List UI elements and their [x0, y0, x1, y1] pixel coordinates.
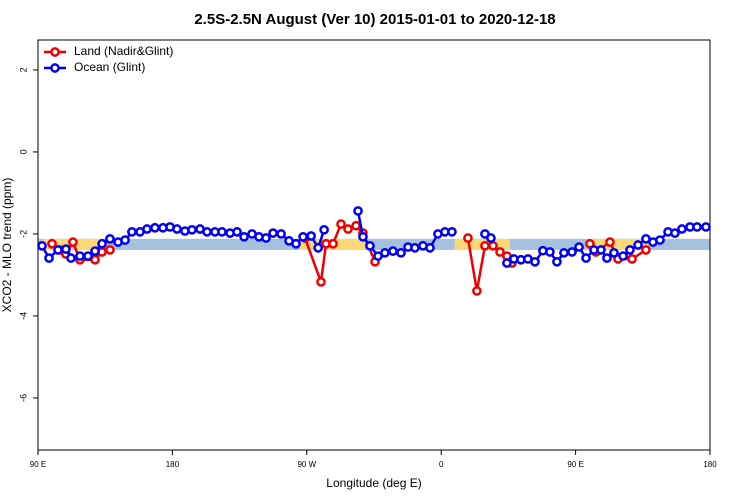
point [380, 247, 390, 258]
point [365, 240, 375, 251]
point [217, 227, 227, 237]
point [358, 231, 368, 242]
point [105, 245, 115, 255]
point [388, 246, 398, 256]
point [447, 227, 457, 237]
point [486, 233, 496, 243]
point [316, 277, 326, 287]
point [37, 240, 47, 251]
x-tick-label: 180 [166, 460, 180, 469]
point [306, 231, 316, 241]
point [53, 245, 63, 255]
point [677, 224, 687, 234]
y-tick-label: -2 [18, 230, 28, 238]
point [336, 219, 346, 229]
point [268, 228, 278, 238]
chart-title: 2.5S-2.5N August (Ver 10) 2015-01-01 to … [194, 11, 555, 28]
point [463, 233, 473, 243]
y-tick-label: 2 [18, 67, 28, 72]
point [83, 251, 93, 261]
point [552, 256, 562, 267]
point [633, 240, 643, 250]
point [97, 238, 107, 249]
point [313, 243, 323, 253]
point [425, 243, 435, 253]
point [61, 244, 71, 254]
point [559, 247, 569, 258]
point [343, 224, 353, 234]
x-tick-label: 0 [439, 460, 444, 469]
point [261, 233, 271, 243]
point [150, 222, 160, 233]
point [105, 234, 115, 244]
point [232, 227, 242, 237]
point [609, 247, 619, 258]
point [701, 222, 711, 232]
point [581, 253, 591, 263]
point [670, 228, 680, 238]
land-band [589, 238, 650, 250]
point [655, 235, 665, 245]
point [641, 245, 651, 255]
point [44, 253, 54, 263]
legend-marker [50, 47, 60, 57]
point [319, 224, 329, 235]
point [90, 254, 100, 265]
point [47, 238, 57, 249]
point [120, 235, 130, 245]
point [567, 247, 577, 257]
x-tick-label: 180 [703, 460, 717, 469]
x-tick-label: 90 W [297, 460, 316, 469]
point [172, 224, 182, 234]
point [142, 224, 152, 234]
point [396, 247, 406, 258]
point [187, 224, 197, 235]
point [90, 246, 100, 256]
point [68, 237, 78, 247]
x-axis-label: Longitude (deg E) [326, 476, 421, 490]
point [530, 256, 540, 267]
x-tick-label: 90 E [567, 460, 583, 469]
legend-label: Ocean (Glint) [74, 60, 145, 74]
point [328, 238, 338, 249]
point [545, 247, 555, 257]
y-tick-label: -6 [18, 394, 28, 402]
point [574, 242, 584, 252]
legend-label: Land (Nadir&Glint) [74, 44, 173, 58]
point [480, 240, 490, 251]
point [66, 253, 76, 263]
point [291, 238, 301, 249]
point [596, 245, 606, 255]
point [602, 253, 612, 263]
point [625, 245, 635, 255]
point [502, 258, 512, 268]
point [75, 251, 85, 261]
legend-marker [50, 63, 60, 73]
point [351, 220, 361, 231]
point [495, 247, 505, 257]
point [127, 227, 137, 237]
point [353, 206, 363, 216]
x-tick-label: 90 E [30, 460, 46, 469]
point [239, 231, 249, 242]
point [488, 240, 498, 251]
point [605, 237, 615, 247]
point [472, 286, 482, 296]
point [618, 251, 628, 261]
y-tick-label: -4 [18, 312, 28, 320]
point [276, 229, 286, 239]
point [627, 254, 637, 264]
y-axis-label: XCO2 - MLO trend (ppm) [0, 178, 14, 313]
y-tick-label: 0 [18, 149, 28, 154]
point [410, 243, 420, 253]
point [692, 222, 702, 232]
point [202, 227, 212, 237]
point [298, 231, 308, 242]
